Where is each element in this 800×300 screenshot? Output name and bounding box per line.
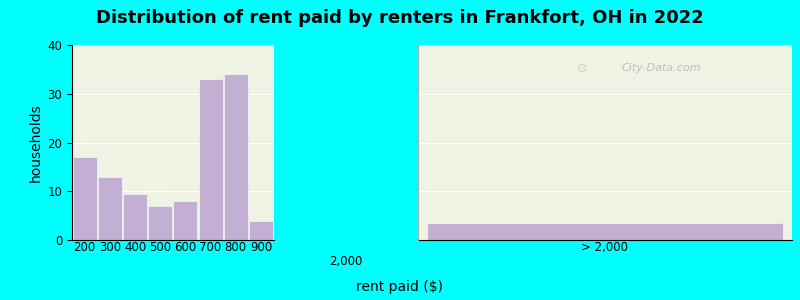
- Bar: [198, 79, 222, 240]
- Text: rent paid ($): rent paid ($): [357, 280, 443, 294]
- Bar: [73, 157, 97, 240]
- Bar: [98, 177, 122, 240]
- Text: City-Data.com: City-Data.com: [622, 63, 701, 74]
- Bar: [148, 206, 172, 240]
- Bar: [427, 223, 782, 240]
- Text: Distribution of rent paid by renters in Frankfort, OH in 2022: Distribution of rent paid by renters in …: [96, 9, 704, 27]
- Text: 2,000: 2,000: [329, 255, 362, 268]
- Text: ⊙: ⊙: [577, 62, 587, 75]
- Bar: [224, 74, 248, 240]
- Bar: [174, 201, 198, 240]
- Y-axis label: households: households: [30, 103, 43, 182]
- Bar: [123, 194, 147, 240]
- Bar: [249, 220, 273, 240]
